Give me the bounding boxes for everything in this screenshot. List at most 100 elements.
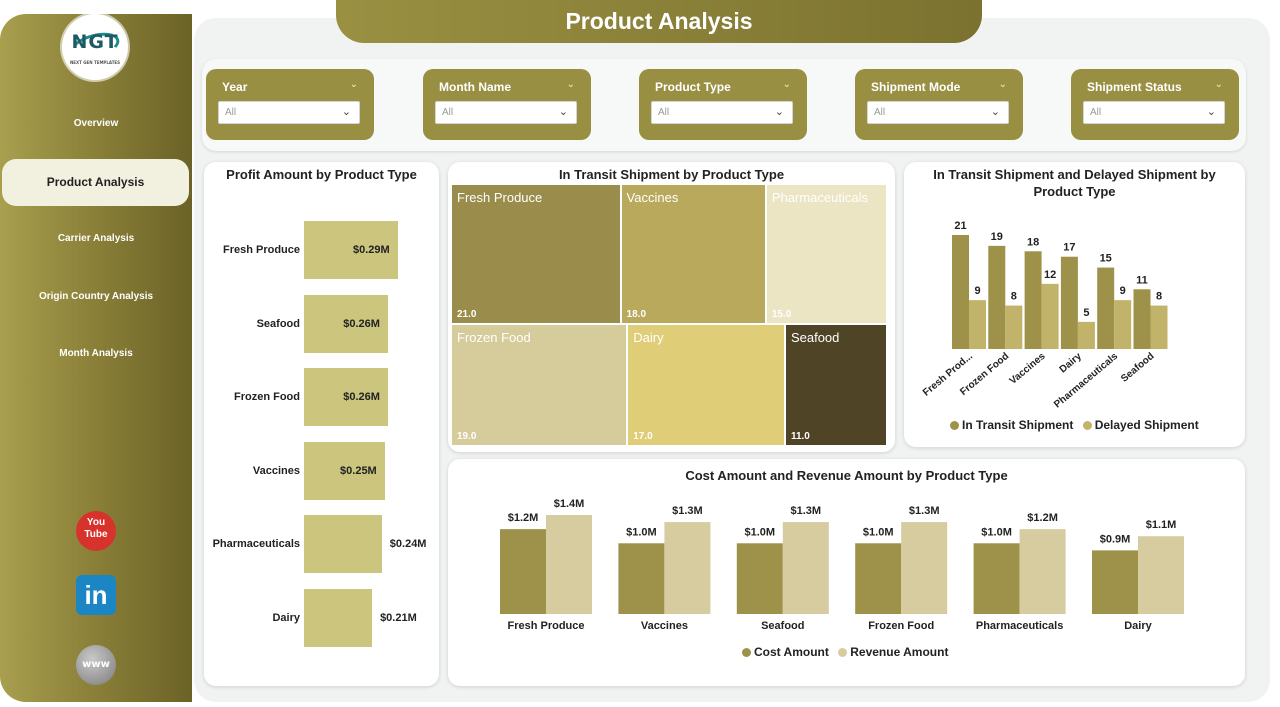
profit-bar[interactable] [304,515,382,574]
sidebar-item-product-analysis[interactable]: Product Analysis [2,159,189,206]
cost-bar[interactable] [500,529,546,614]
revenue-bar[interactable] [901,522,948,614]
sidebar-item-overview[interactable]: Overview [73,118,119,129]
bar-data-label: 11 [1136,274,1148,286]
revenue-bar[interactable] [546,515,592,614]
treemap-cell[interactable]: Frozen Food 19.0 [452,325,627,445]
profit-bar[interactable] [304,221,398,279]
page-title: Product Analysis [565,8,753,34]
bar-data-label: $0.26M [343,317,380,330]
revenue-bar[interactable] [664,522,711,614]
chart-legend: In Transit Shipment Delayed Shipment [950,418,1205,432]
logo-mark: NGT [71,31,119,53]
chevron-down-icon[interactable]: ⌄ [341,105,351,118]
filter-value: All [225,107,237,118]
treemap-label: Frozen Food [457,330,531,346]
chevron-down-icon[interactable]: ⌄ [990,105,1000,118]
x-tick-label: Vaccines [1008,351,1048,387]
chart-title: In Transit Shipment and Delayed Shipment… [933,167,1216,199]
profit-bar[interactable] [304,441,386,500]
treemap-value: 19.0 [457,430,477,442]
website-globe-icon[interactable]: www [76,645,116,685]
chevron-down-icon[interactable]: ⌄ [558,105,568,118]
in-transit-bar[interactable] [1097,267,1115,349]
in-transit-bar[interactable] [988,245,1006,349]
treemap-cell[interactable]: Pharmaceuticals 15.0 [766,185,886,324]
treemap-cell[interactable]: Vaccines 18.0 [621,185,765,324]
chevron-down-icon[interactable]: ⌄ [1214,79,1223,90]
bar-data-label: 18 [1027,236,1039,248]
delayed-bar[interactable] [1150,305,1168,349]
youtube-icon[interactable]: You Tube [76,511,116,551]
ngt-logo[interactable]: NGT NEXT GEN TEMPLATES [62,14,128,80]
x-tick-label: Pharmaceuticals [976,620,1063,632]
x-tick-label: Fresh Produce [507,620,584,632]
cost-bar[interactable] [618,543,665,614]
chevron-down-icon[interactable]: ⌄ [566,79,575,90]
sidebar-item-origin-country-analysis[interactable]: Origin Country Analysis [38,291,154,302]
in-transit-bar[interactable] [1060,256,1078,349]
bar-data-label: 8 [1011,291,1017,303]
in-transit-bar[interactable] [952,235,969,349]
bar-data-label: $0.9M [1100,533,1131,545]
revenue-bar[interactable] [1138,536,1184,614]
filter-shipment-status[interactable]: Shipment Status ⌄ All ⌄ [1071,69,1239,140]
treemap-label: Fresh Produce [457,190,543,205]
treemap-cell[interactable]: Dairy 17.0 [628,325,784,445]
sidebar-item-month-analysis[interactable]: Month Analysis [59,348,133,359]
bar-data-label: $0.21M [380,612,417,624]
legend-item[interactable]: Cost Amount [742,645,829,659]
transit-delayed-card: In Transit Shipment and Delayed Shipment… [904,162,1245,447]
revenue-bar[interactable] [782,522,829,614]
treemap-cell[interactable]: Seafood 11.0 [785,325,886,445]
treemap-value: 15.0 [771,309,792,321]
delayed-bar[interactable] [969,300,986,349]
treemap-cell[interactable]: Fresh Produce 21.0 [452,185,620,324]
bar-category-label: Pharmaceuticals [212,538,300,551]
sidebar-item-carrier-analysis[interactable]: Carrier Analysis [57,233,135,244]
revenue-bar[interactable] [1019,529,1066,614]
cost-bar[interactable] [736,543,783,614]
treemap-label: Dairy [633,330,664,346]
cost-bar[interactable] [855,543,902,614]
delayed-bar[interactable] [1005,305,1023,349]
linkedin-icon[interactable]: in [76,575,116,615]
chevron-down-icon[interactable]: ⌄ [774,105,784,118]
profit-bar[interactable] [304,294,389,353]
legend-item[interactable]: Revenue Amount [838,645,948,659]
chevron-down-icon[interactable]: ⌄ [782,79,791,90]
year-select[interactable]: All ⌄ [218,101,360,124]
filter-year[interactable]: Year ⌄ All ⌄ [206,69,374,140]
legend-item[interactable]: In Transit Shipment [950,418,1073,432]
filter-product-type[interactable]: Product Type ⌄ All ⌄ [639,69,807,140]
chevron-down-icon[interactable]: ⌄ [349,79,358,90]
filter-value: All [442,107,454,118]
cost-revenue-chart: $1.2M $1.4M Fresh Produce $1.0M $1.3M Vaccine… [500,498,1184,632]
filter-shipment-mode[interactable]: Shipment Mode ⌄ All ⌄ [855,69,1023,140]
delayed-bar[interactable] [1114,300,1132,349]
month-name-select[interactable]: All ⌄ [435,101,577,124]
chevron-down-icon[interactable]: ⌄ [1206,105,1216,118]
bar-category-label: Dairy [272,612,300,624]
cost-bar[interactable] [973,543,1020,614]
filter-label: Product Type [655,80,731,94]
shipment-mode-select[interactable]: All ⌄ [867,101,1009,124]
product-type-select[interactable]: All ⌄ [651,101,793,124]
cost-bar[interactable] [1092,550,1138,614]
shipment-status-select[interactable]: All ⌄ [1083,101,1225,124]
chevron-down-icon[interactable]: ⌄ [998,79,1007,90]
profit-bar[interactable] [304,589,373,647]
in-transit-bar[interactable] [1024,251,1042,349]
bar-data-label: $1.3M [672,505,703,517]
bar-category-label: Vaccines [252,464,300,477]
x-tick-label: Seafood [1119,351,1156,385]
youtube-text-bottom: Tube [84,529,108,540]
profit-bar[interactable] [304,368,389,427]
delayed-bar[interactable] [1077,321,1095,349]
filter-month-name[interactable]: Month Name ⌄ All ⌄ [423,69,591,140]
delayed-bar[interactable] [1041,283,1059,349]
bar-data-label: $1.2M [508,512,539,524]
in-transit-bar[interactable] [1133,289,1151,349]
treemap-value: 21.0 [457,309,477,321]
legend-item[interactable]: Delayed Shipment [1082,418,1199,432]
